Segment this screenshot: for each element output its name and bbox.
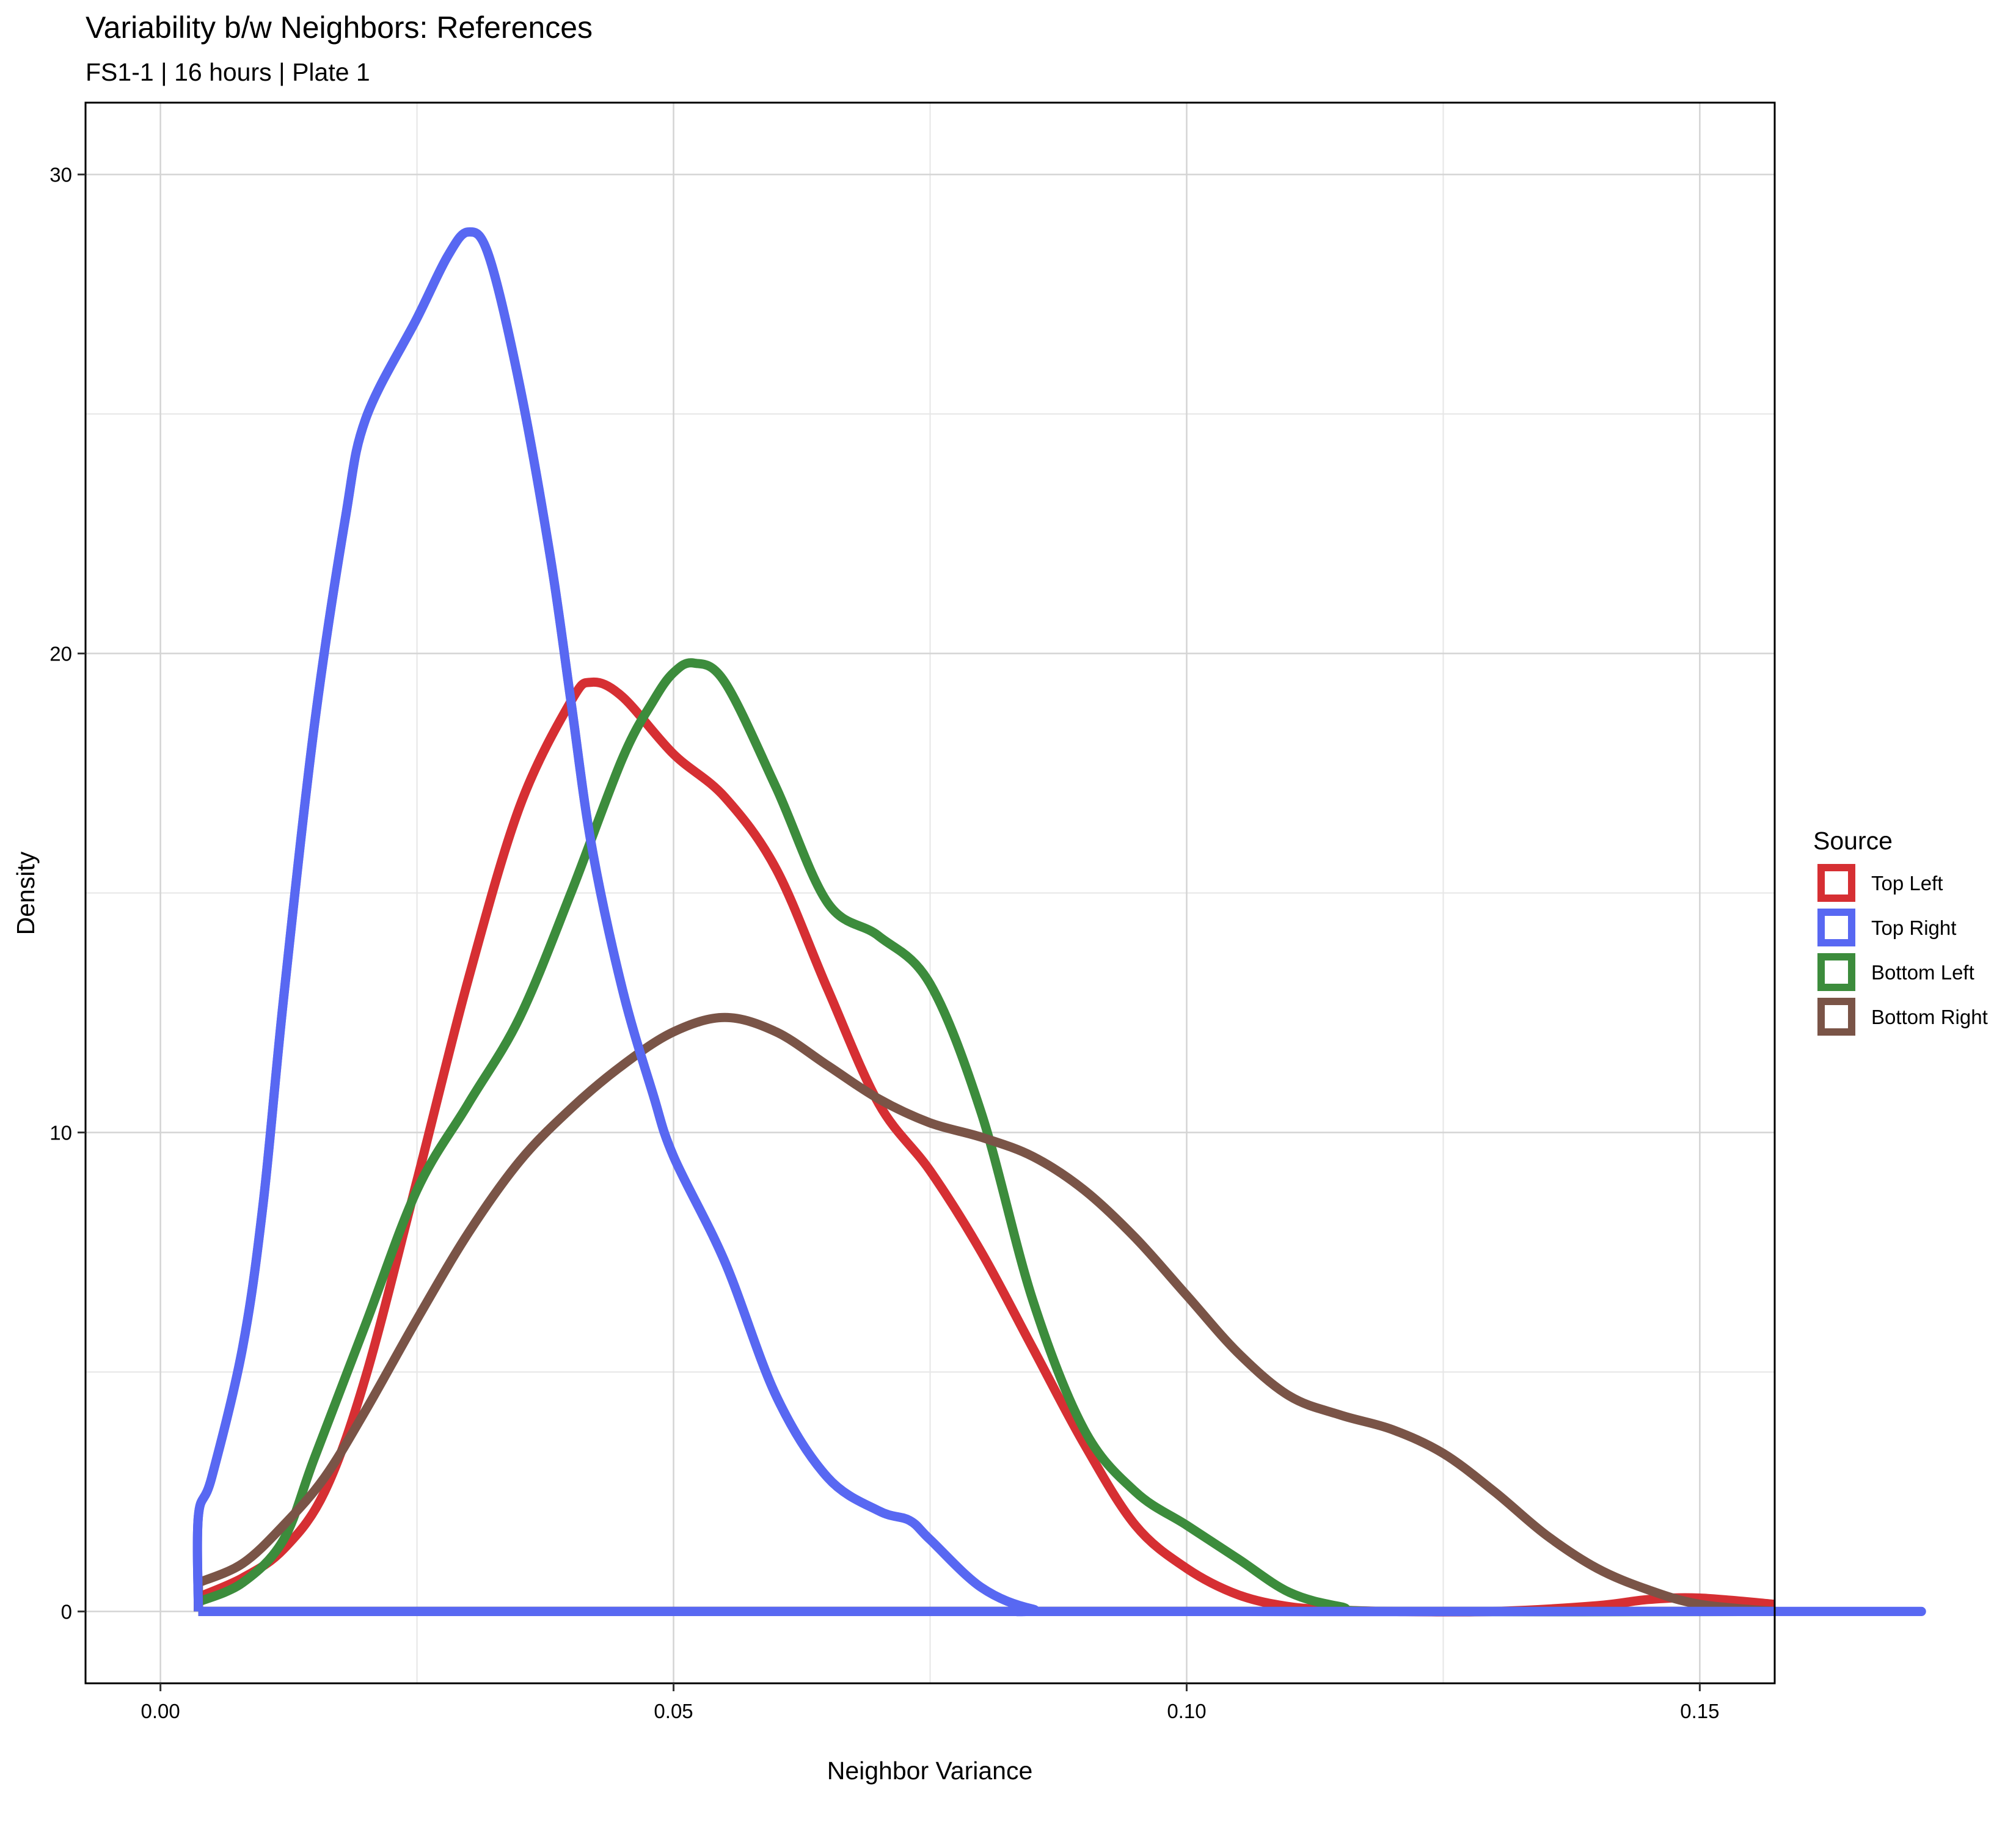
x-tick-label: 0.05 <box>654 1700 693 1722</box>
series-line-bottom-left <box>196 658 1775 1617</box>
chart-subtitle: FS1-1 | 16 hours | Plate 1 <box>86 58 370 86</box>
legend-key-bottom-left <box>1817 953 1855 991</box>
plot-series <box>192 227 1926 1617</box>
series-line-bottom-right <box>196 1012 1775 1616</box>
y-tick-label: 0 <box>61 1600 72 1623</box>
y-tick-label: 30 <box>49 164 72 186</box>
x-axis: 0.00 0.05 0.10 0.15 <box>141 1683 1719 1722</box>
plot-frame <box>84 101 1776 1685</box>
legend-key-top-left <box>1817 864 1855 902</box>
legend: Source Top Left Top Right Bottom Left Botto… <box>1813 827 1988 1036</box>
x-axis-title: Neighbor Variance <box>827 1757 1033 1785</box>
y-tick-label: 20 <box>49 643 72 665</box>
legend-label-bottom-right: Bottom Right <box>1871 1006 1988 1028</box>
legend-title: Source <box>1813 827 1893 855</box>
x-tick-label: 0.15 <box>1680 1700 1719 1722</box>
x-tick-label: 0.00 <box>141 1700 180 1722</box>
legend-key-bottom-right <box>1817 998 1855 1036</box>
legend-label-top-left: Top Left <box>1871 872 1943 895</box>
chart-title: Variability b/w Neighbors: References <box>86 10 593 45</box>
series-line-top-left <box>196 677 1775 1617</box>
y-axis: 0 10 20 30 <box>49 164 86 1623</box>
y-tick-label: 10 <box>49 1121 72 1144</box>
legend-key-top-right <box>1817 909 1855 946</box>
y-axis-title: Density <box>12 851 40 935</box>
legend-label-bottom-left: Bottom Left <box>1871 961 1974 984</box>
legend-label-top-right: Top Right <box>1871 916 1956 939</box>
x-tick-label: 0.10 <box>1167 1700 1206 1722</box>
